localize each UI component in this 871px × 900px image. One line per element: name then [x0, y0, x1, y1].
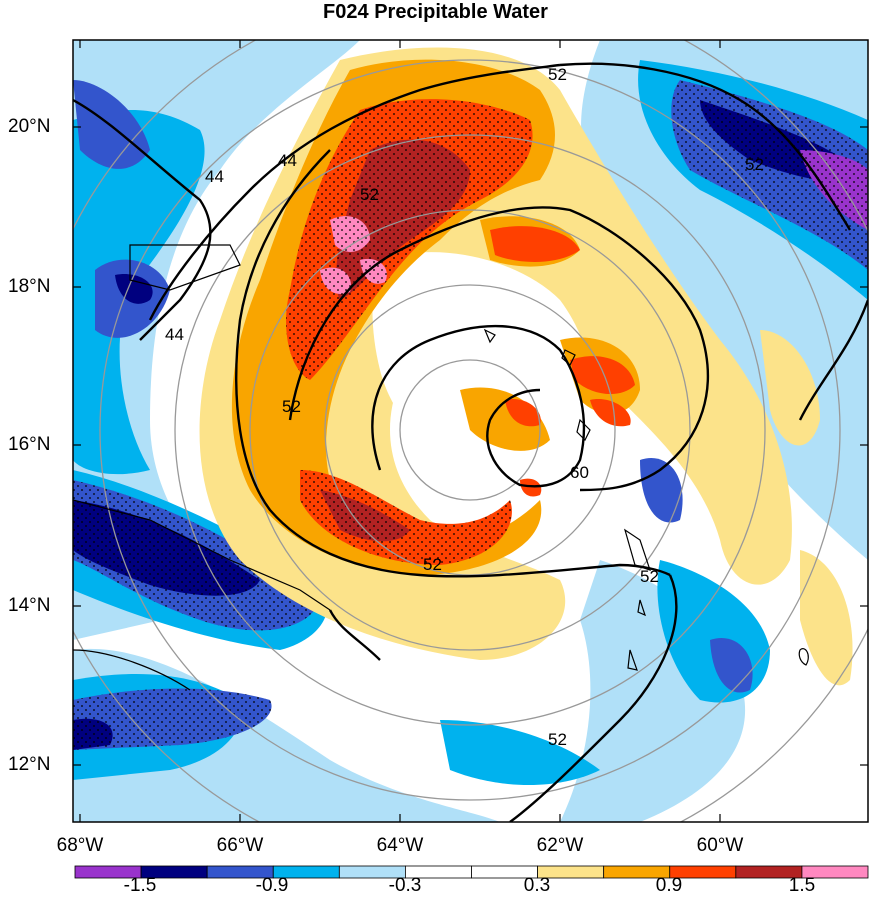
red-orange-anomaly-area	[490, 226, 580, 262]
lat-label-14n: 14°N	[8, 595, 51, 616]
contour-52-inner	[288, 206, 709, 492]
pw-contours	[73, 62, 868, 822]
colorbar-tick-label: -1.5	[123, 875, 157, 896]
range-rings	[73, 40, 868, 822]
red-orange-anomaly-area	[570, 356, 635, 395]
red-orange-anomaly-area	[505, 399, 541, 427]
coastlines	[73, 244, 809, 691]
lat-label-16n: 16°N	[8, 434, 51, 455]
axis-ticks	[73, 40, 868, 822]
colorbar-tick-label: -0.9	[255, 875, 289, 896]
lat-label-12n: 12°N	[8, 754, 51, 775]
contour-label-52e: 52	[640, 567, 659, 586]
contour-label-52d: 52	[423, 555, 442, 574]
red-orange-anomaly-area	[520, 478, 542, 497]
contour-label-44c: 44	[165, 325, 184, 344]
contour-label-52f: 52	[548, 730, 567, 749]
blue-anomaly-area	[640, 458, 683, 523]
contour-52-south	[328, 609, 381, 661]
colorbar-tick-label: 0.3	[523, 875, 551, 896]
orange-anomaly-area	[460, 387, 550, 451]
colorbar-tick-label: 1.5	[788, 875, 816, 896]
blue-anomaly-area	[710, 638, 753, 693]
yellow-anomaly-area	[800, 550, 853, 686]
colorbar-tick-label: -0.3	[388, 875, 422, 896]
contour-52-arc	[235, 149, 671, 578]
stipple-positive	[300, 470, 512, 565]
contour-44-west	[73, 98, 212, 341]
map-frame	[72, 39, 869, 823]
contour-60-core	[371, 324, 586, 488]
contour-44-north	[148, 63, 561, 321]
contour-52-southeast	[509, 574, 678, 822]
colorbar-swatch	[801, 865, 869, 879]
contour-label-44b: 44	[205, 167, 224, 186]
stipple-positive	[286, 99, 533, 380]
contour-label-60: 60	[570, 463, 589, 482]
colorbar-tick-label: 0.9	[655, 875, 683, 896]
blue-anomaly-area	[73, 80, 150, 169]
red-orange-anomaly-area	[590, 399, 631, 427]
colorbar	[74, 865, 869, 879]
contour-labels: 44 44 44 52 52 52 52 52 52 52 60	[165, 65, 764, 749]
cyan-anomaly-area	[73, 110, 205, 475]
yellow-anomaly-area	[760, 330, 820, 446]
contour-label-52c: 52	[282, 397, 301, 416]
lon-label-60w: 60°W	[696, 835, 744, 856]
lat-label-18n: 18°N	[8, 276, 51, 297]
lat-label-20n: 20°N	[8, 116, 51, 137]
map-title: F024 Precipitable Water	[323, 1, 548, 23]
contour-label-52a: 52	[548, 65, 567, 84]
cyan-anomaly-area	[440, 720, 600, 785]
contour-east	[798, 299, 868, 421]
contour-52-outer	[559, 62, 852, 231]
lon-label-64w: 64°W	[376, 835, 424, 856]
anomaly-field: 44 44 44 52 52 52 52 52 52 52 60	[73, 40, 868, 822]
contour-label-52g: 52	[745, 155, 764, 174]
stipple-negative	[73, 480, 320, 631]
contour-label-44a: 44	[278, 151, 297, 170]
lon-label-68w: 68°W	[56, 835, 104, 856]
contour-label-52b: 52	[360, 185, 379, 204]
lon-label-62w: 62°W	[536, 835, 584, 856]
stipple-negative	[671, 80, 868, 270]
lon-label-66w: 66°W	[216, 835, 264, 856]
